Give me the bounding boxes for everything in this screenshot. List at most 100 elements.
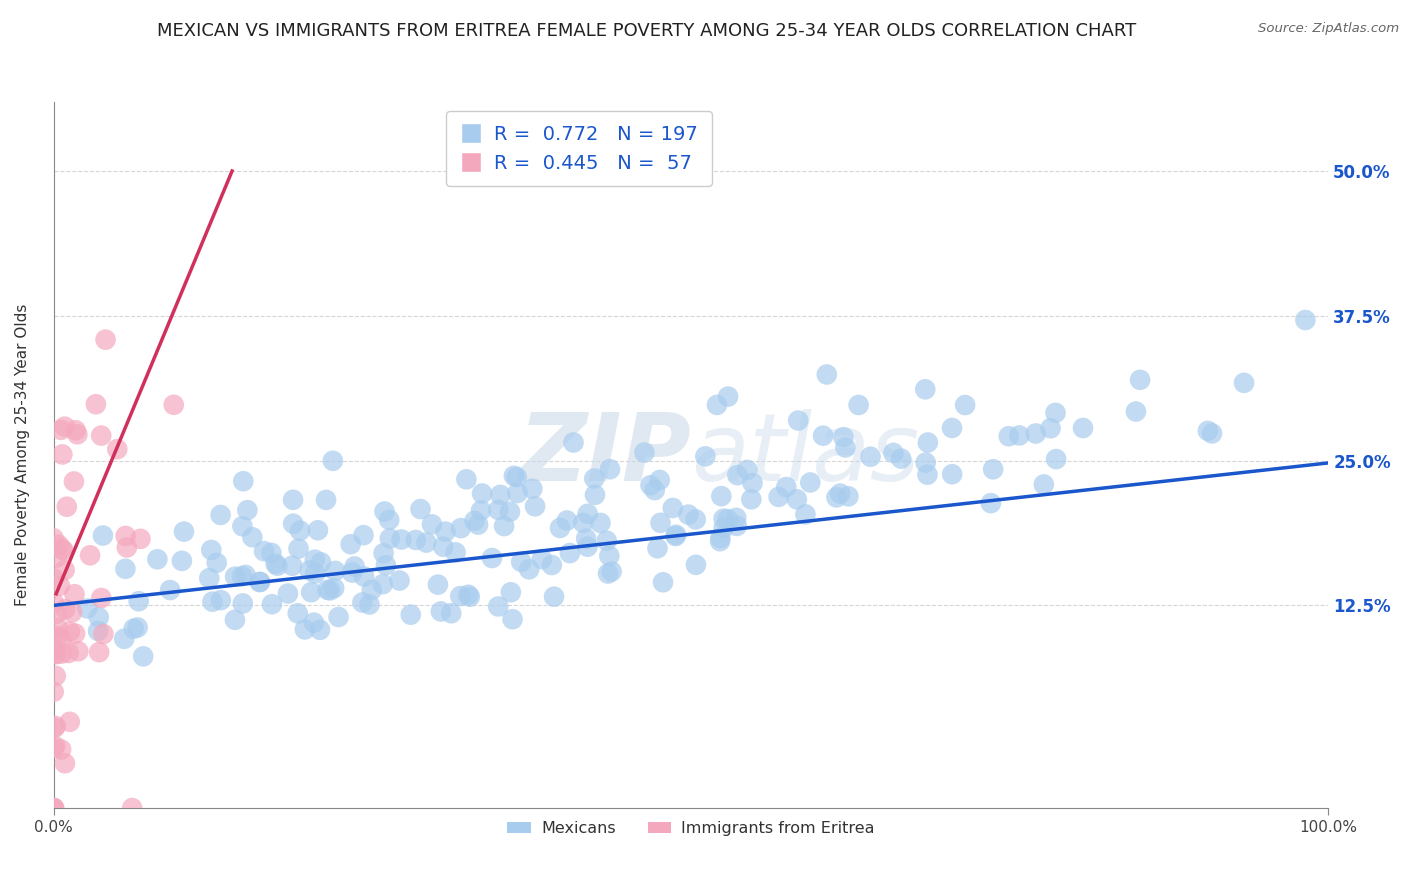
Point bbox=[42, 801, 65, 815]
Point bbox=[224, 613, 246, 627]
Point bbox=[266, 558, 288, 573]
Point bbox=[1045, 452, 1067, 467]
Point bbox=[685, 558, 707, 572]
Point bbox=[548, 521, 571, 535]
Point bbox=[44, 721, 66, 735]
Point bbox=[575, 532, 598, 546]
Point bbox=[830, 486, 852, 500]
Point bbox=[67, 644, 90, 658]
Point bbox=[112, 632, 135, 646]
Point bbox=[46, 621, 69, 635]
Point bbox=[1125, 404, 1147, 418]
Point bbox=[281, 492, 304, 507]
Point bbox=[740, 492, 762, 507]
Point bbox=[555, 513, 578, 527]
Point bbox=[457, 588, 479, 602]
Point bbox=[1045, 406, 1067, 420]
Point bbox=[287, 607, 309, 621]
Point bbox=[640, 478, 662, 492]
Point bbox=[277, 586, 299, 600]
Point bbox=[505, 470, 527, 484]
Point bbox=[51, 541, 73, 556]
Point bbox=[811, 428, 834, 442]
Point bbox=[596, 566, 619, 581]
Point bbox=[42, 741, 65, 756]
Point bbox=[735, 463, 758, 477]
Point bbox=[917, 467, 939, 482]
Point bbox=[540, 558, 562, 572]
Point bbox=[420, 517, 443, 532]
Point bbox=[283, 516, 305, 531]
Point bbox=[388, 574, 411, 588]
Point bbox=[298, 564, 321, 578]
Point bbox=[105, 442, 128, 457]
Point bbox=[510, 555, 533, 569]
Point bbox=[294, 623, 316, 637]
Point bbox=[309, 555, 332, 569]
Point bbox=[299, 585, 322, 599]
Point bbox=[405, 533, 427, 547]
Point bbox=[129, 532, 152, 546]
Point bbox=[576, 540, 599, 554]
Point bbox=[1201, 426, 1223, 441]
Point bbox=[63, 475, 86, 489]
Point bbox=[456, 472, 478, 486]
Point bbox=[1039, 421, 1062, 435]
Point bbox=[794, 508, 817, 522]
Point bbox=[787, 413, 810, 427]
Point bbox=[359, 598, 381, 612]
Point bbox=[44, 801, 66, 815]
Text: MEXICAN VS IMMIGRANTS FROM ERITREA FEMALE POVERTY AMONG 25-34 YEAR OLDS CORRELAT: MEXICAN VS IMMIGRANTS FROM ERITREA FEMAL… bbox=[157, 22, 1136, 40]
Point bbox=[51, 647, 73, 661]
Point bbox=[1008, 428, 1031, 442]
Point bbox=[56, 500, 79, 514]
Point bbox=[360, 582, 382, 597]
Point bbox=[440, 607, 463, 621]
Point bbox=[470, 503, 492, 517]
Point bbox=[60, 606, 83, 620]
Point bbox=[662, 500, 685, 515]
Point bbox=[224, 569, 246, 583]
Point bbox=[647, 541, 669, 556]
Point bbox=[825, 491, 848, 505]
Point bbox=[42, 596, 65, 610]
Text: Source: ZipAtlas.com: Source: ZipAtlas.com bbox=[1258, 22, 1399, 36]
Point bbox=[589, 516, 612, 530]
Point bbox=[378, 532, 401, 546]
Point bbox=[163, 398, 186, 412]
Point bbox=[46, 629, 69, 643]
Point bbox=[486, 503, 509, 517]
Point bbox=[650, 516, 672, 530]
Point bbox=[391, 533, 413, 547]
Point bbox=[240, 530, 263, 544]
Point bbox=[600, 565, 623, 579]
Point bbox=[506, 486, 529, 500]
Point bbox=[59, 714, 82, 729]
Point bbox=[598, 549, 620, 563]
Point bbox=[304, 552, 326, 566]
Point bbox=[562, 435, 585, 450]
Point bbox=[815, 368, 838, 382]
Point bbox=[201, 595, 224, 609]
Point bbox=[323, 564, 346, 578]
Point bbox=[42, 532, 65, 546]
Point bbox=[374, 558, 396, 573]
Point bbox=[981, 462, 1004, 476]
Point bbox=[128, 594, 150, 608]
Point bbox=[114, 562, 136, 576]
Point bbox=[1071, 421, 1094, 435]
Point bbox=[232, 597, 254, 611]
Point bbox=[42, 647, 65, 661]
Point bbox=[914, 456, 936, 470]
Point bbox=[353, 569, 375, 583]
Point bbox=[84, 397, 107, 411]
Point bbox=[524, 500, 547, 514]
Point bbox=[572, 516, 595, 530]
Point bbox=[378, 513, 401, 527]
Point bbox=[953, 398, 976, 412]
Point bbox=[665, 528, 688, 542]
Point bbox=[709, 534, 731, 549]
Point bbox=[90, 591, 112, 605]
Point bbox=[287, 541, 309, 556]
Point bbox=[1233, 376, 1256, 390]
